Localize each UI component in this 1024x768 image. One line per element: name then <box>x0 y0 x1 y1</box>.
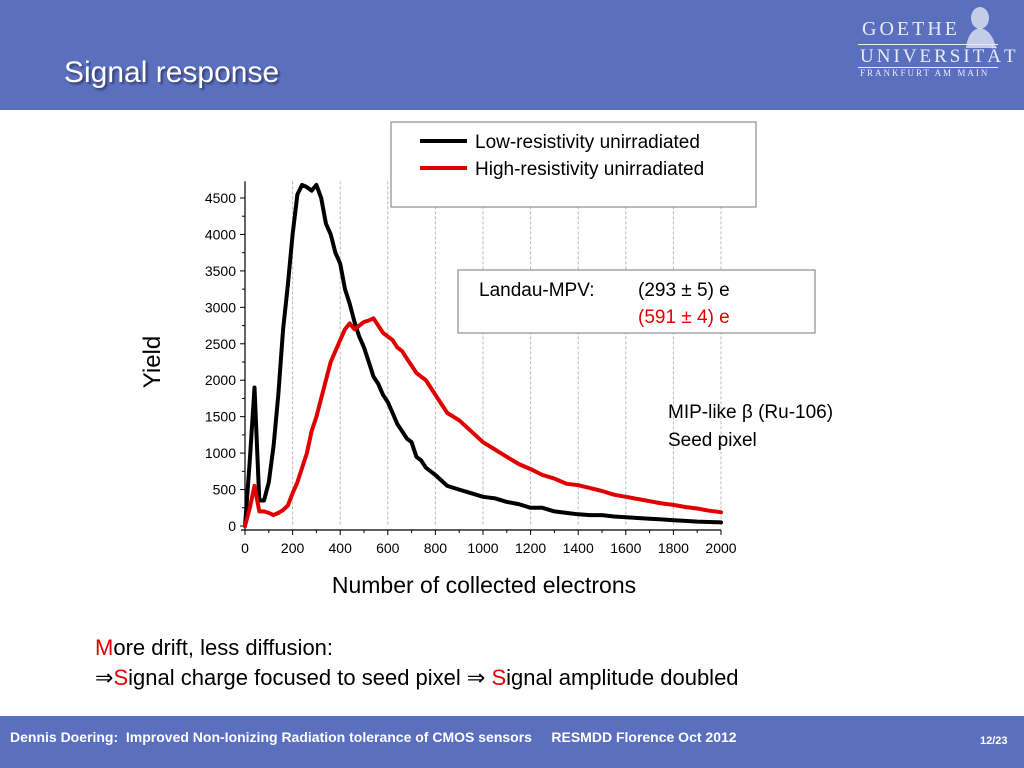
implies-arrow: ⇒ <box>95 665 114 690</box>
y-tick-label: 4500 <box>205 190 236 206</box>
mpv-annotation-box: Landau-MPV: (293 ± 5) e (591 ± 4) e <box>457 269 816 334</box>
legend-label-high-resistivity: High-resistivity unirradiated <box>475 159 704 180</box>
conclusion-line-1: More drift, less diffusion: <box>95 635 333 661</box>
mpv-low-value: (293 ± 5) e <box>638 280 730 301</box>
y-tick-label: 2000 <box>205 372 236 388</box>
y-tick-label: 1000 <box>205 445 236 461</box>
tick-labels: 0 500 1000 1500 2000 2500 3000 3500 4000 4500 0 200… <box>205 190 737 556</box>
x-tick-label: 1000 <box>467 540 498 556</box>
x-tick-label: 600 <box>376 540 400 556</box>
y-tick-label: 3500 <box>205 263 236 279</box>
x-axis-label: Number of collected electrons <box>332 572 636 598</box>
conclusion-text: ignal amplitude doubled <box>506 665 739 690</box>
x-tick-label: 2000 <box>705 540 736 556</box>
header-bar <box>0 0 1024 110</box>
slide-title: Signal response <box>64 56 280 89</box>
conclusion-line-2: ⇒Signal charge focused to seed pixel ⇒ S… <box>95 665 739 691</box>
logo-line-2: UNIVERSITÄT <box>860 46 1019 67</box>
y-tick-label: 3000 <box>205 299 236 315</box>
conclusion-text: ignal charge focused to seed pixel ⇒ <box>128 665 492 690</box>
x-tick-label: 1400 <box>563 540 594 556</box>
x-tick-label: 0 <box>241 540 249 556</box>
source-annotation-line-2: Seed pixel <box>668 430 757 451</box>
axes <box>240 181 722 535</box>
legend: Low-resistivity unirradiated High-resist… <box>390 121 757 208</box>
source-annotation-line-1: MIP-like β (Ru-106) <box>668 402 833 423</box>
x-tick-label: 1200 <box>515 540 546 556</box>
logo-divider <box>858 44 998 45</box>
university-logo: GOETHE UNIVERSITÄT FRANKFURT AM MAIN <box>858 7 1019 84</box>
x-tick-label: 1600 <box>610 540 641 556</box>
grid-lines <box>292 181 722 526</box>
y-axis-label: Yield <box>139 336 166 388</box>
logo-line-3: FRANKFURT AM MAIN <box>860 68 990 78</box>
page-number: 12/23 <box>980 735 1008 747</box>
y-tick-label: 1500 <box>205 409 236 425</box>
logo-divider <box>858 67 998 68</box>
conclusion-text: ore drift, less diffusion: <box>113 635 334 660</box>
y-tick-label: 0 <box>228 518 236 534</box>
conclusion-initial: M <box>95 635 114 660</box>
mpv-high-value: (591 ± 4) e <box>638 307 730 328</box>
y-tick-label: 500 <box>213 482 237 498</box>
series-line-high-resistivity <box>243 316 723 528</box>
x-tick-label: 800 <box>424 540 448 556</box>
conclusion-initial: S <box>491 665 507 690</box>
x-tick-label: 1800 <box>658 540 689 556</box>
mpv-label: Landau-MPV: <box>479 280 594 301</box>
series-line-low-resistivity <box>243 182 723 528</box>
x-tick-label: 200 <box>281 540 305 556</box>
series-lines <box>243 182 723 528</box>
conclusion-initial: S <box>113 665 129 690</box>
y-tick-label: 4000 <box>205 226 236 242</box>
legend-label-low-resistivity: Low-resistivity unirradiated <box>475 132 700 153</box>
logo-line-1: GOETHE <box>862 18 960 40</box>
y-tick-label: 2500 <box>205 336 236 352</box>
x-tick-label: 400 <box>329 540 353 556</box>
footer-bar <box>0 716 1024 768</box>
signal-response-chart: 0 500 1000 1500 2000 2500 3000 3500 4000 4500 0 200… <box>139 121 833 598</box>
footer-text: Dennis Doering: Improved Non-Ionizing Ra… <box>10 729 737 745</box>
goethe-bust-icon <box>966 7 996 48</box>
